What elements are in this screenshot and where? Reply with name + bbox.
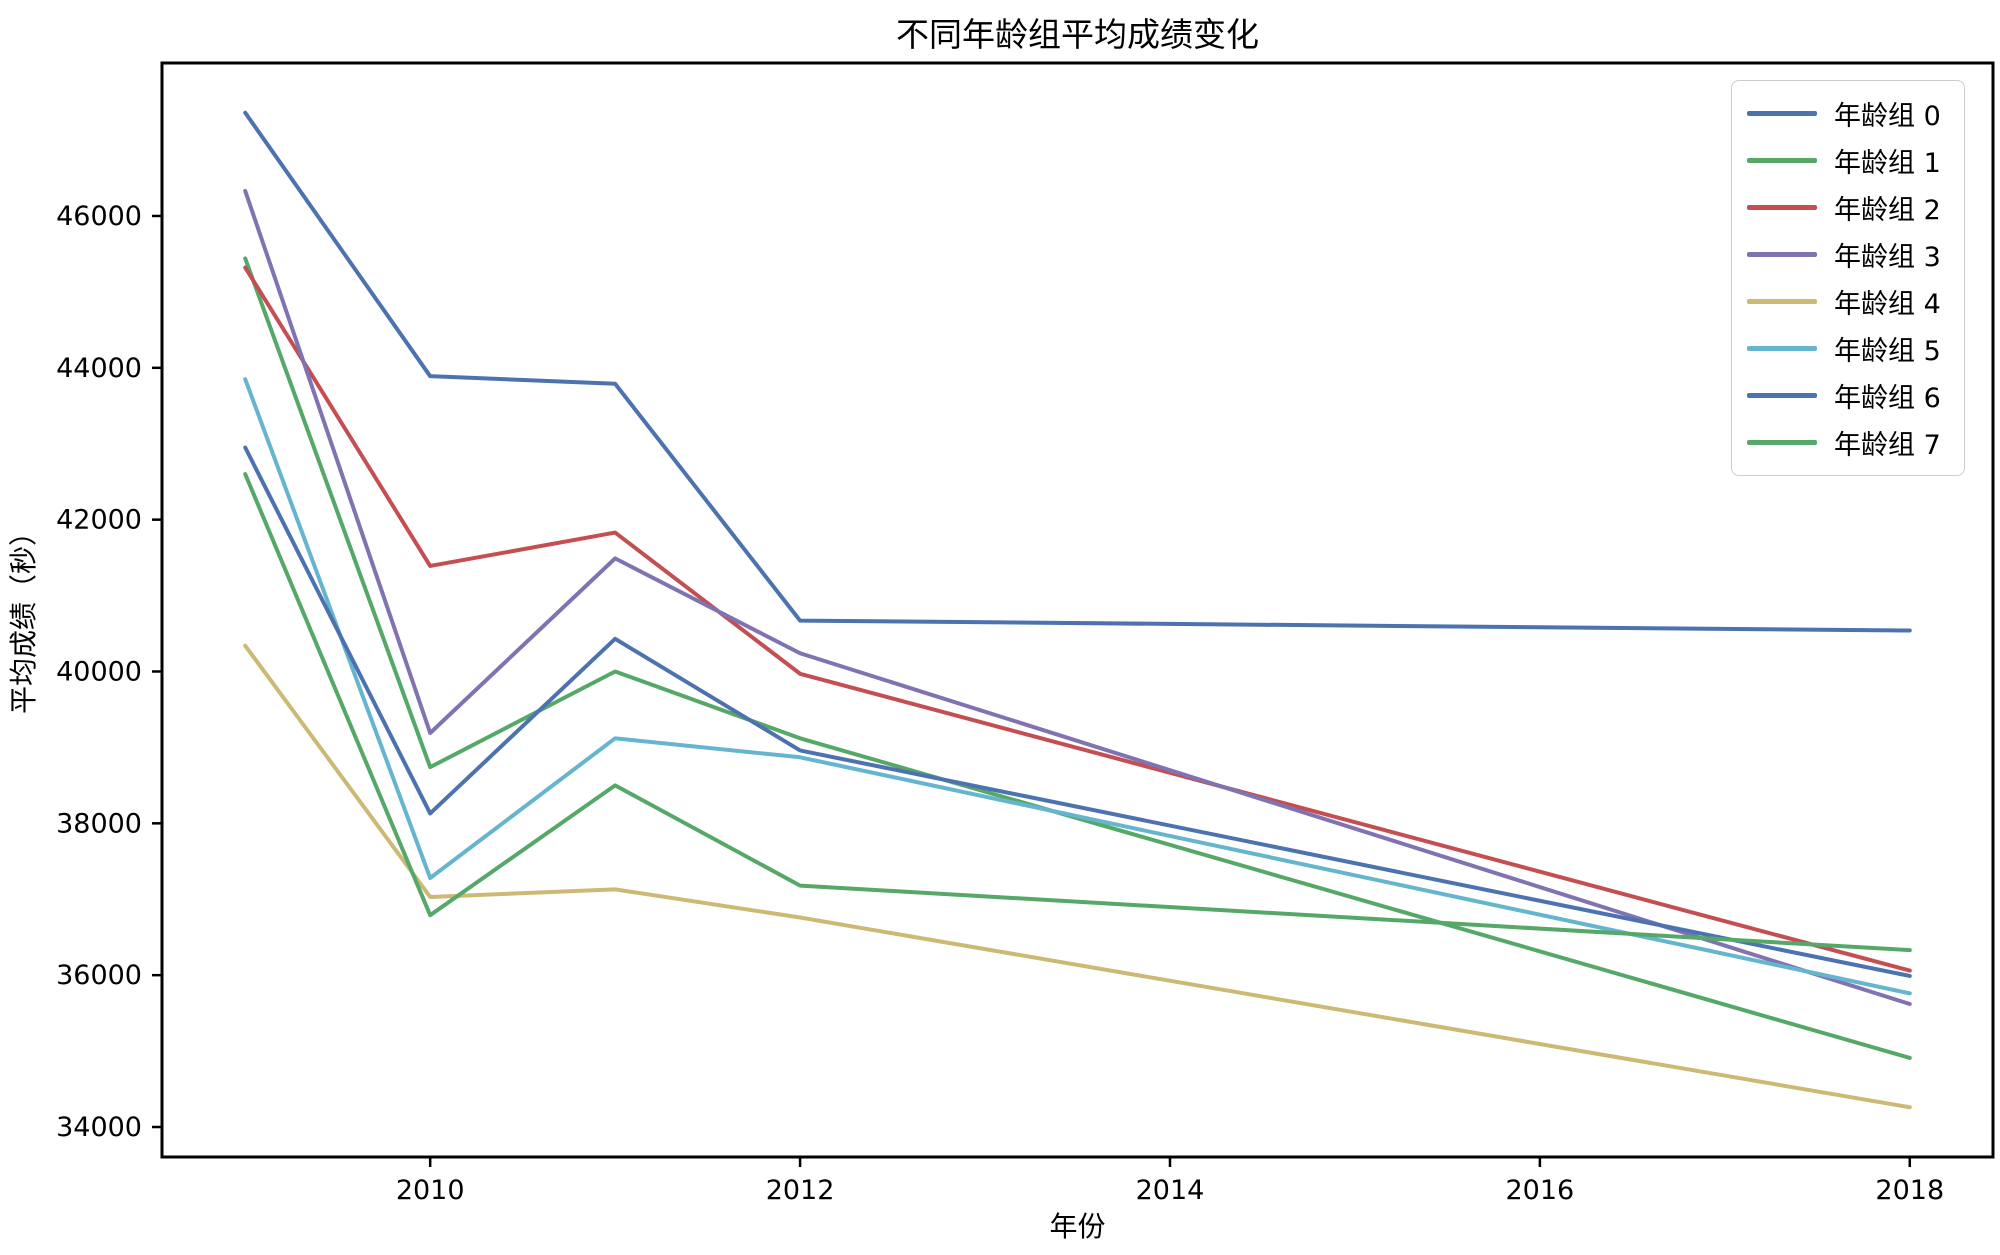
legend-line-swatch	[1747, 158, 1817, 163]
legend-item-6: 年龄组 6	[1732, 372, 1964, 419]
legend-item-5: 年龄组 5	[1732, 325, 1964, 372]
y-tick-label: 40000	[56, 656, 142, 687]
y-tick-label: 44000	[56, 353, 142, 384]
legend-item-2: 年龄组 2	[1732, 184, 1964, 231]
y-tick-label: 38000	[56, 808, 142, 839]
legend-item-3: 年龄组 3	[1732, 231, 1964, 278]
series-line-7	[243, 472, 1912, 953]
legend: 年龄组 0 年龄组 1 年龄组 2 年龄组 3 年龄组 4 年龄组 5 年龄组 6 年龄组 7	[1731, 80, 1965, 476]
legend-line-swatch	[1747, 205, 1817, 210]
y-tick-label: 42000	[56, 505, 142, 536]
x-tick-label: 2012	[766, 1175, 835, 1206]
y-tick-label: 46000	[56, 201, 142, 232]
legend-line-swatch	[1747, 346, 1817, 351]
legend-item-label: 年龄组 1	[1834, 148, 1941, 179]
series-line-1	[243, 256, 1912, 1060]
x-tick-label: 2010	[396, 1175, 465, 1206]
series-line-0	[243, 110, 1912, 633]
series-line-2	[243, 265, 1912, 973]
legend-line-swatch	[1747, 111, 1817, 116]
chart-title: 不同年龄组平均成绩变化	[896, 15, 1259, 54]
legend-item-label: 年龄组 5	[1834, 336, 1941, 367]
legend-item-4: 年龄组 4	[1732, 278, 1964, 325]
series-line-3	[243, 188, 1912, 1007]
legend-item-label: 年龄组 4	[1834, 289, 1941, 320]
legend-item-7: 年龄组 7	[1732, 419, 1964, 466]
series-line-6	[243, 445, 1912, 978]
legend-item-label: 年龄组 3	[1834, 242, 1941, 273]
legend-line-swatch	[1747, 393, 1817, 398]
legend-item-label: 年龄组 2	[1834, 195, 1941, 226]
legend-item-label: 年龄组 0	[1834, 101, 1941, 132]
legend-line-swatch	[1747, 440, 1817, 445]
x-tick-label: 2014	[1136, 1175, 1205, 1206]
legend-line-swatch	[1747, 252, 1817, 257]
series-line-5	[243, 377, 1912, 996]
axes-border	[160, 61, 1995, 1159]
y-tick-label: 36000	[56, 960, 142, 991]
legend-line-swatch	[1747, 299, 1817, 304]
x-tick-label: 2018	[1875, 1175, 1944, 1206]
series-line-4	[243, 643, 1912, 1110]
y-tick-label: 34000	[56, 1112, 142, 1143]
legend-item-1: 年龄组 1	[1732, 137, 1964, 184]
legend-item-0: 年龄组 0	[1732, 90, 1964, 137]
legend-item-label: 年龄组 7	[1834, 430, 1941, 461]
x-tick-label: 2016	[1506, 1175, 1575, 1206]
legend-item-label: 年龄组 6	[1834, 383, 1941, 414]
x-axis-label: 年份	[1049, 1210, 1106, 1243]
